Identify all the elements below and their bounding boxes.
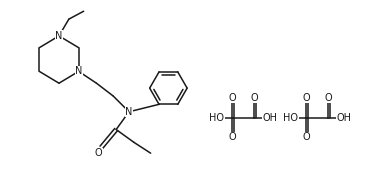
Text: N: N	[75, 66, 83, 76]
Text: O: O	[303, 132, 310, 142]
Text: O: O	[303, 93, 310, 103]
Text: OH: OH	[262, 113, 277, 123]
Text: O: O	[250, 93, 258, 103]
Text: O: O	[95, 148, 102, 158]
Text: HO: HO	[209, 113, 224, 123]
Text: OH: OH	[336, 113, 352, 123]
Text: O: O	[229, 93, 236, 103]
Text: O: O	[229, 132, 236, 142]
Text: N: N	[125, 107, 133, 117]
Text: O: O	[324, 93, 332, 103]
Text: N: N	[55, 31, 63, 41]
Text: HO: HO	[283, 113, 298, 123]
